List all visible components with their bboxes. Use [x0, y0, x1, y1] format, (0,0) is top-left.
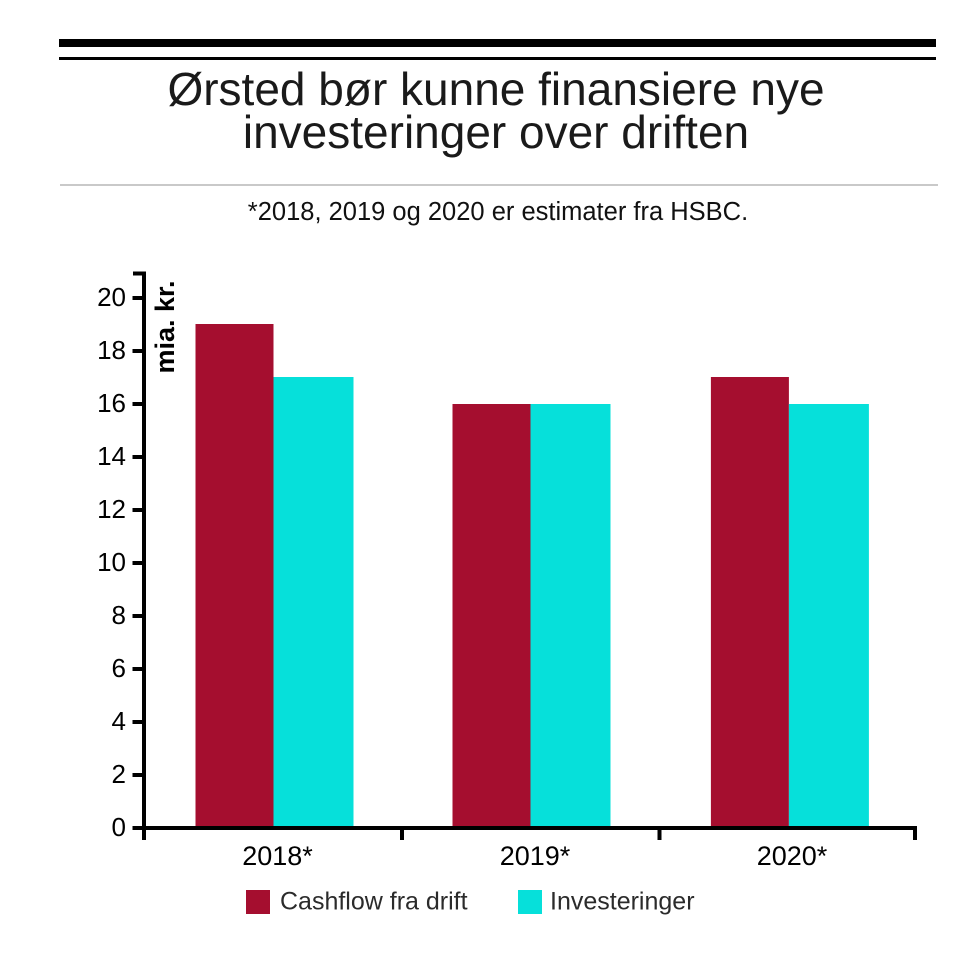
svg-text:16: 16	[97, 388, 126, 418]
svg-text:18: 18	[97, 335, 126, 365]
svg-text:2018*: 2018*	[242, 841, 313, 871]
svg-text:4: 4	[112, 706, 126, 736]
svg-text:10: 10	[97, 547, 126, 577]
svg-text:8: 8	[112, 600, 126, 630]
svg-text:2: 2	[112, 759, 126, 789]
svg-text:2020*: 2020*	[757, 841, 828, 871]
svg-text:12: 12	[97, 494, 126, 524]
svg-text:Investeringer: Investeringer	[550, 888, 695, 916]
svg-text:Cashflow fra drift: Cashflow fra drift	[280, 888, 468, 916]
svg-text:mia. kr.: mia. kr.	[150, 280, 180, 373]
svg-text:20: 20	[97, 282, 126, 312]
svg-text:6: 6	[112, 653, 126, 683]
svg-text:0: 0	[112, 812, 126, 842]
svg-text:2019*: 2019*	[500, 841, 571, 871]
svg-text:14: 14	[97, 441, 126, 471]
